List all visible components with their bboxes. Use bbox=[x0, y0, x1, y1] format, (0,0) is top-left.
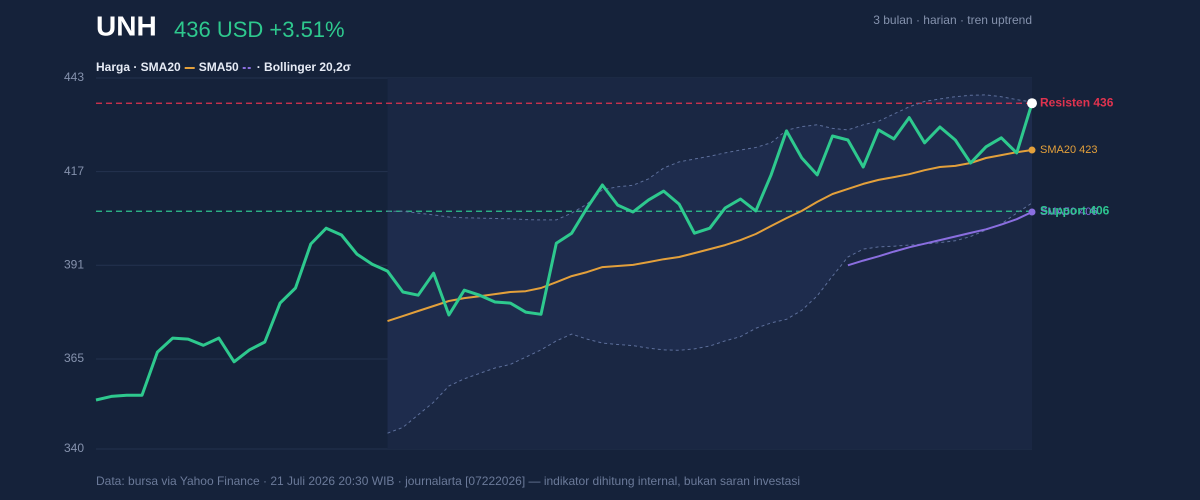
bollinger-fill bbox=[387, 94, 1032, 434]
series-line bbox=[387, 149, 1033, 323]
y-tick-label: 443 bbox=[64, 70, 84, 84]
y-tick-label: 340 bbox=[64, 441, 84, 455]
source-note: Data: bursa via Yahoo Finance · 21 Juli … bbox=[96, 474, 800, 488]
end-dot bbox=[1027, 98, 1037, 109]
series-line bbox=[95, 102, 1034, 402]
legend-label: · Bollinger 20,2σ bbox=[257, 60, 351, 74]
y-tick-label: 391 bbox=[64, 257, 84, 271]
reference-label: Resisten 436 bbox=[1040, 95, 1114, 109]
legend-label: Harga · SMA20 bbox=[96, 60, 181, 74]
y-tick-label: 417 bbox=[64, 164, 84, 178]
end-dot bbox=[1028, 146, 1036, 154]
bollinger-line bbox=[387, 94, 1033, 221]
series-line bbox=[847, 211, 1033, 267]
subtitle: 3 bulan · harian · tren uptrend bbox=[873, 13, 1032, 27]
ticker-title: UNH bbox=[96, 10, 157, 41]
y-tick-label: 365 bbox=[64, 351, 84, 365]
end-label: SMA20 423 bbox=[1040, 144, 1097, 156]
price-label: 436 USD +3.51% bbox=[174, 17, 345, 42]
reference-label: Support 406 bbox=[1040, 203, 1110, 217]
end-label: SMA50 406 bbox=[1040, 206, 1097, 218]
end-dot bbox=[1028, 208, 1036, 216]
legend-label: SMA50 bbox=[199, 60, 239, 74]
